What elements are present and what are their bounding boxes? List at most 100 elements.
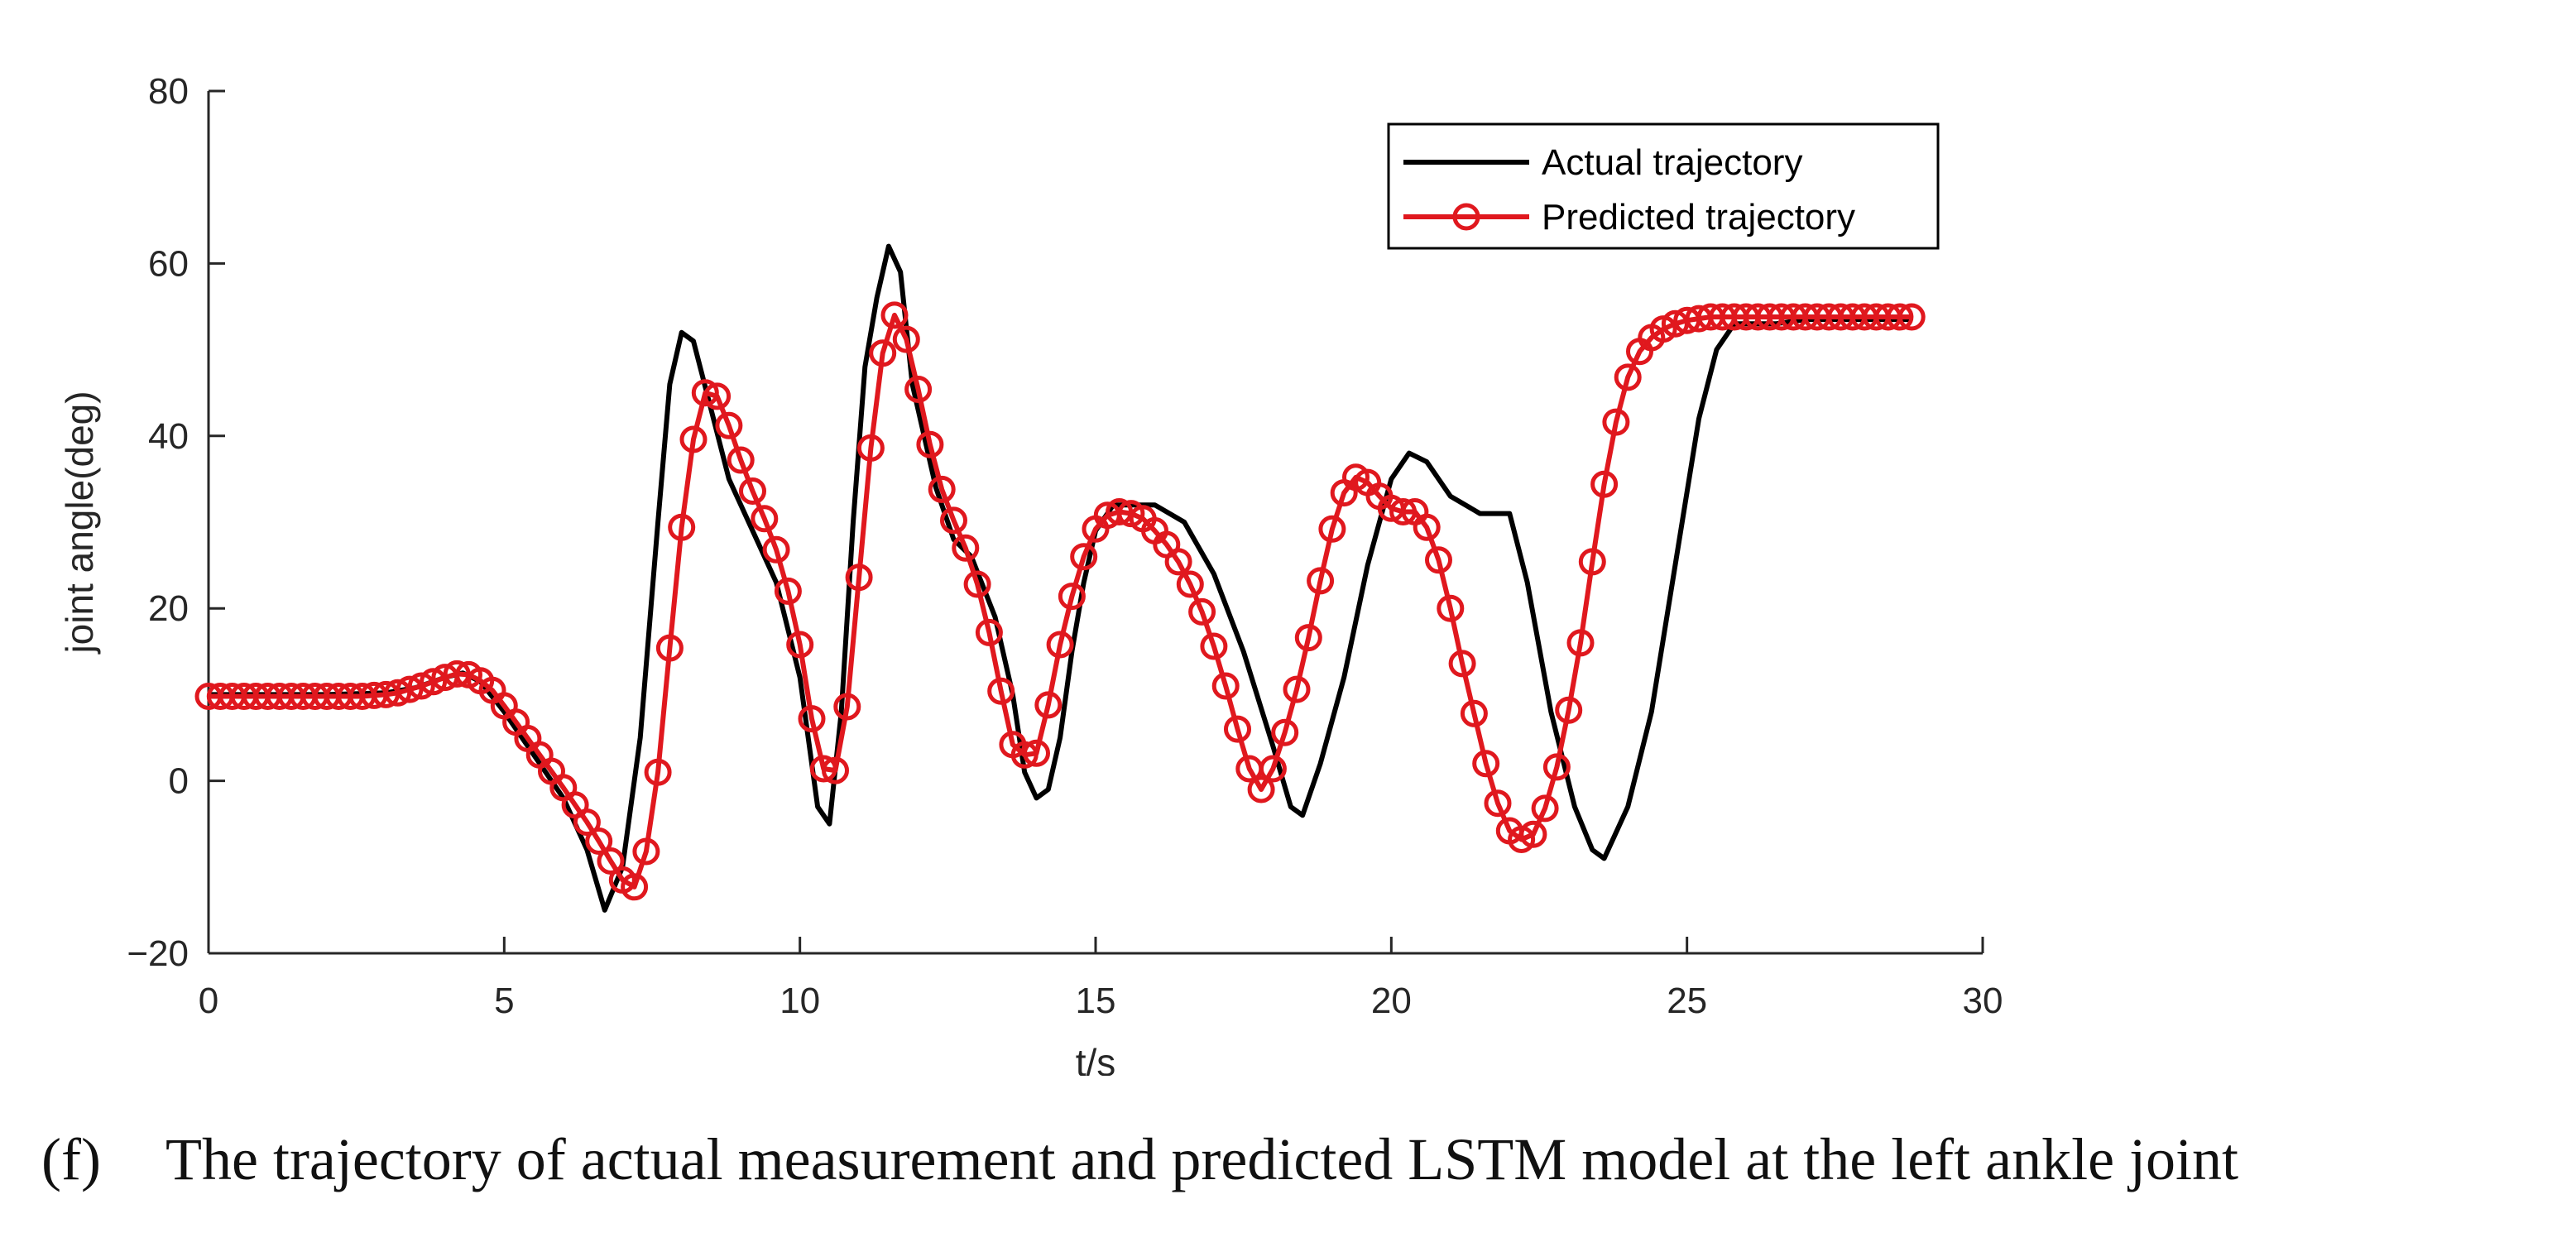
y-tick-label: 60 — [148, 243, 189, 284]
predicted-point — [739, 477, 766, 505]
predicted-point — [1519, 820, 1547, 848]
predicted-point — [928, 475, 956, 503]
predicted-point — [822, 756, 849, 784]
y-tick-label: −20 — [127, 933, 189, 974]
predicted-point — [632, 837, 660, 866]
x-tick-label: 10 — [780, 981, 820, 1021]
predicted-point — [751, 505, 779, 533]
x-axis-title: t/s — [1076, 1041, 1116, 1076]
predicted-point — [1271, 718, 1299, 746]
predicted-point — [703, 382, 732, 410]
predicted-point — [396, 675, 424, 703]
actual-trajectory-line — [209, 243, 1912, 913]
predicted-point — [1460, 699, 1488, 727]
predicted-point — [1200, 632, 1228, 660]
legend: Actual trajectory Predicted trajectory — [1387, 122, 1940, 250]
predicted-point — [1247, 775, 1275, 803]
predicted-point — [1188, 597, 1216, 626]
predicted-point — [1897, 303, 1926, 331]
predicted-point — [940, 506, 967, 535]
predicted-point — [1224, 715, 1251, 743]
series-layer — [194, 243, 1926, 913]
predicted-point — [1389, 498, 1418, 525]
predicted-point — [597, 847, 625, 875]
y-axis-title: joint angle(deg) — [58, 391, 101, 655]
predicted-point — [987, 677, 1015, 705]
caption-label: (f) — [41, 1126, 101, 1192]
predicted-point — [621, 873, 649, 901]
predicted-point — [573, 808, 601, 837]
x-tick-label: 0 — [199, 981, 218, 1021]
predicted-point — [1318, 515, 1346, 543]
figure-caption: (f) The trajectory of actual measurement … — [41, 1125, 2557, 1194]
predicted-point — [1425, 546, 1452, 574]
predicted-point — [1886, 303, 1914, 331]
predicted-point — [1413, 513, 1441, 541]
predicted-point — [1614, 363, 1642, 391]
predicted-point — [644, 758, 672, 786]
predicted-point — [1472, 750, 1500, 778]
predicted-point — [1070, 543, 1098, 571]
predicted-point — [668, 513, 696, 541]
predicted-point — [786, 631, 814, 659]
predicted-point — [384, 679, 412, 707]
predicted-point — [1437, 594, 1465, 622]
predicted-point — [1590, 470, 1619, 498]
predicted-point — [1046, 631, 1074, 659]
predicted-point — [1294, 624, 1322, 652]
predicted-point — [952, 534, 980, 562]
predicted-point — [1211, 672, 1240, 700]
predicted-point — [1307, 567, 1335, 595]
x-tick-label: 15 — [1076, 981, 1116, 1021]
predicted-point — [798, 705, 826, 733]
predicted-point — [420, 668, 448, 696]
x-tick-label: 30 — [1963, 981, 2003, 1021]
predicted-point — [1259, 755, 1287, 783]
predicted-point — [892, 325, 920, 353]
predicted-point — [916, 430, 944, 458]
predicted-point — [904, 376, 933, 403]
predicted-point — [869, 339, 897, 367]
legend-actual-label: Actual trajectory — [1542, 142, 1802, 183]
predicted-point — [1542, 753, 1571, 781]
x-tick-label: 25 — [1667, 981, 1707, 1021]
predicted-point — [443, 660, 471, 688]
predicted-point — [1578, 548, 1606, 576]
predicted-point — [1566, 629, 1595, 657]
predicted-point — [1164, 548, 1192, 576]
caption-text: The trajectory of actual measurement and… — [165, 1126, 2239, 1192]
predicted-point — [1602, 408, 1630, 436]
y-tick-label: 80 — [148, 71, 189, 112]
predicted-point — [679, 425, 708, 453]
predicted-point — [1058, 583, 1086, 611]
predicted-point — [762, 535, 790, 564]
predicted-point — [845, 564, 873, 592]
predicted-point — [1484, 789, 1512, 818]
x-tick-label: 5 — [494, 981, 514, 1021]
predicted-point — [774, 577, 802, 605]
predicted-point — [1106, 498, 1134, 525]
predicted-point — [975, 618, 1003, 646]
y-tick-label: 0 — [169, 761, 189, 802]
y-tick-label: 40 — [148, 416, 189, 457]
predicted-point — [1010, 741, 1039, 769]
predicted-point — [1448, 650, 1476, 678]
series-actual-trajectory — [209, 243, 1912, 913]
predicted-point — [407, 672, 435, 700]
predicted-point — [715, 411, 743, 439]
predicted-point — [1531, 794, 1559, 823]
predicted-point — [1023, 739, 1050, 767]
predicted-point — [963, 570, 991, 598]
predicted-point — [1176, 570, 1204, 598]
legend-predicted-label: Predicted trajectory — [1542, 197, 1855, 237]
predicted-point — [655, 634, 684, 662]
predicted-point — [1555, 696, 1583, 724]
predicted-point — [585, 827, 613, 855]
x-tick-label: 20 — [1371, 981, 1412, 1021]
predicted-trajectory-line — [209, 312, 1912, 890]
predicted-point — [833, 693, 861, 721]
predicted-point — [1034, 691, 1063, 719]
predicted-point — [1283, 675, 1311, 703]
predicted-point — [691, 379, 719, 407]
